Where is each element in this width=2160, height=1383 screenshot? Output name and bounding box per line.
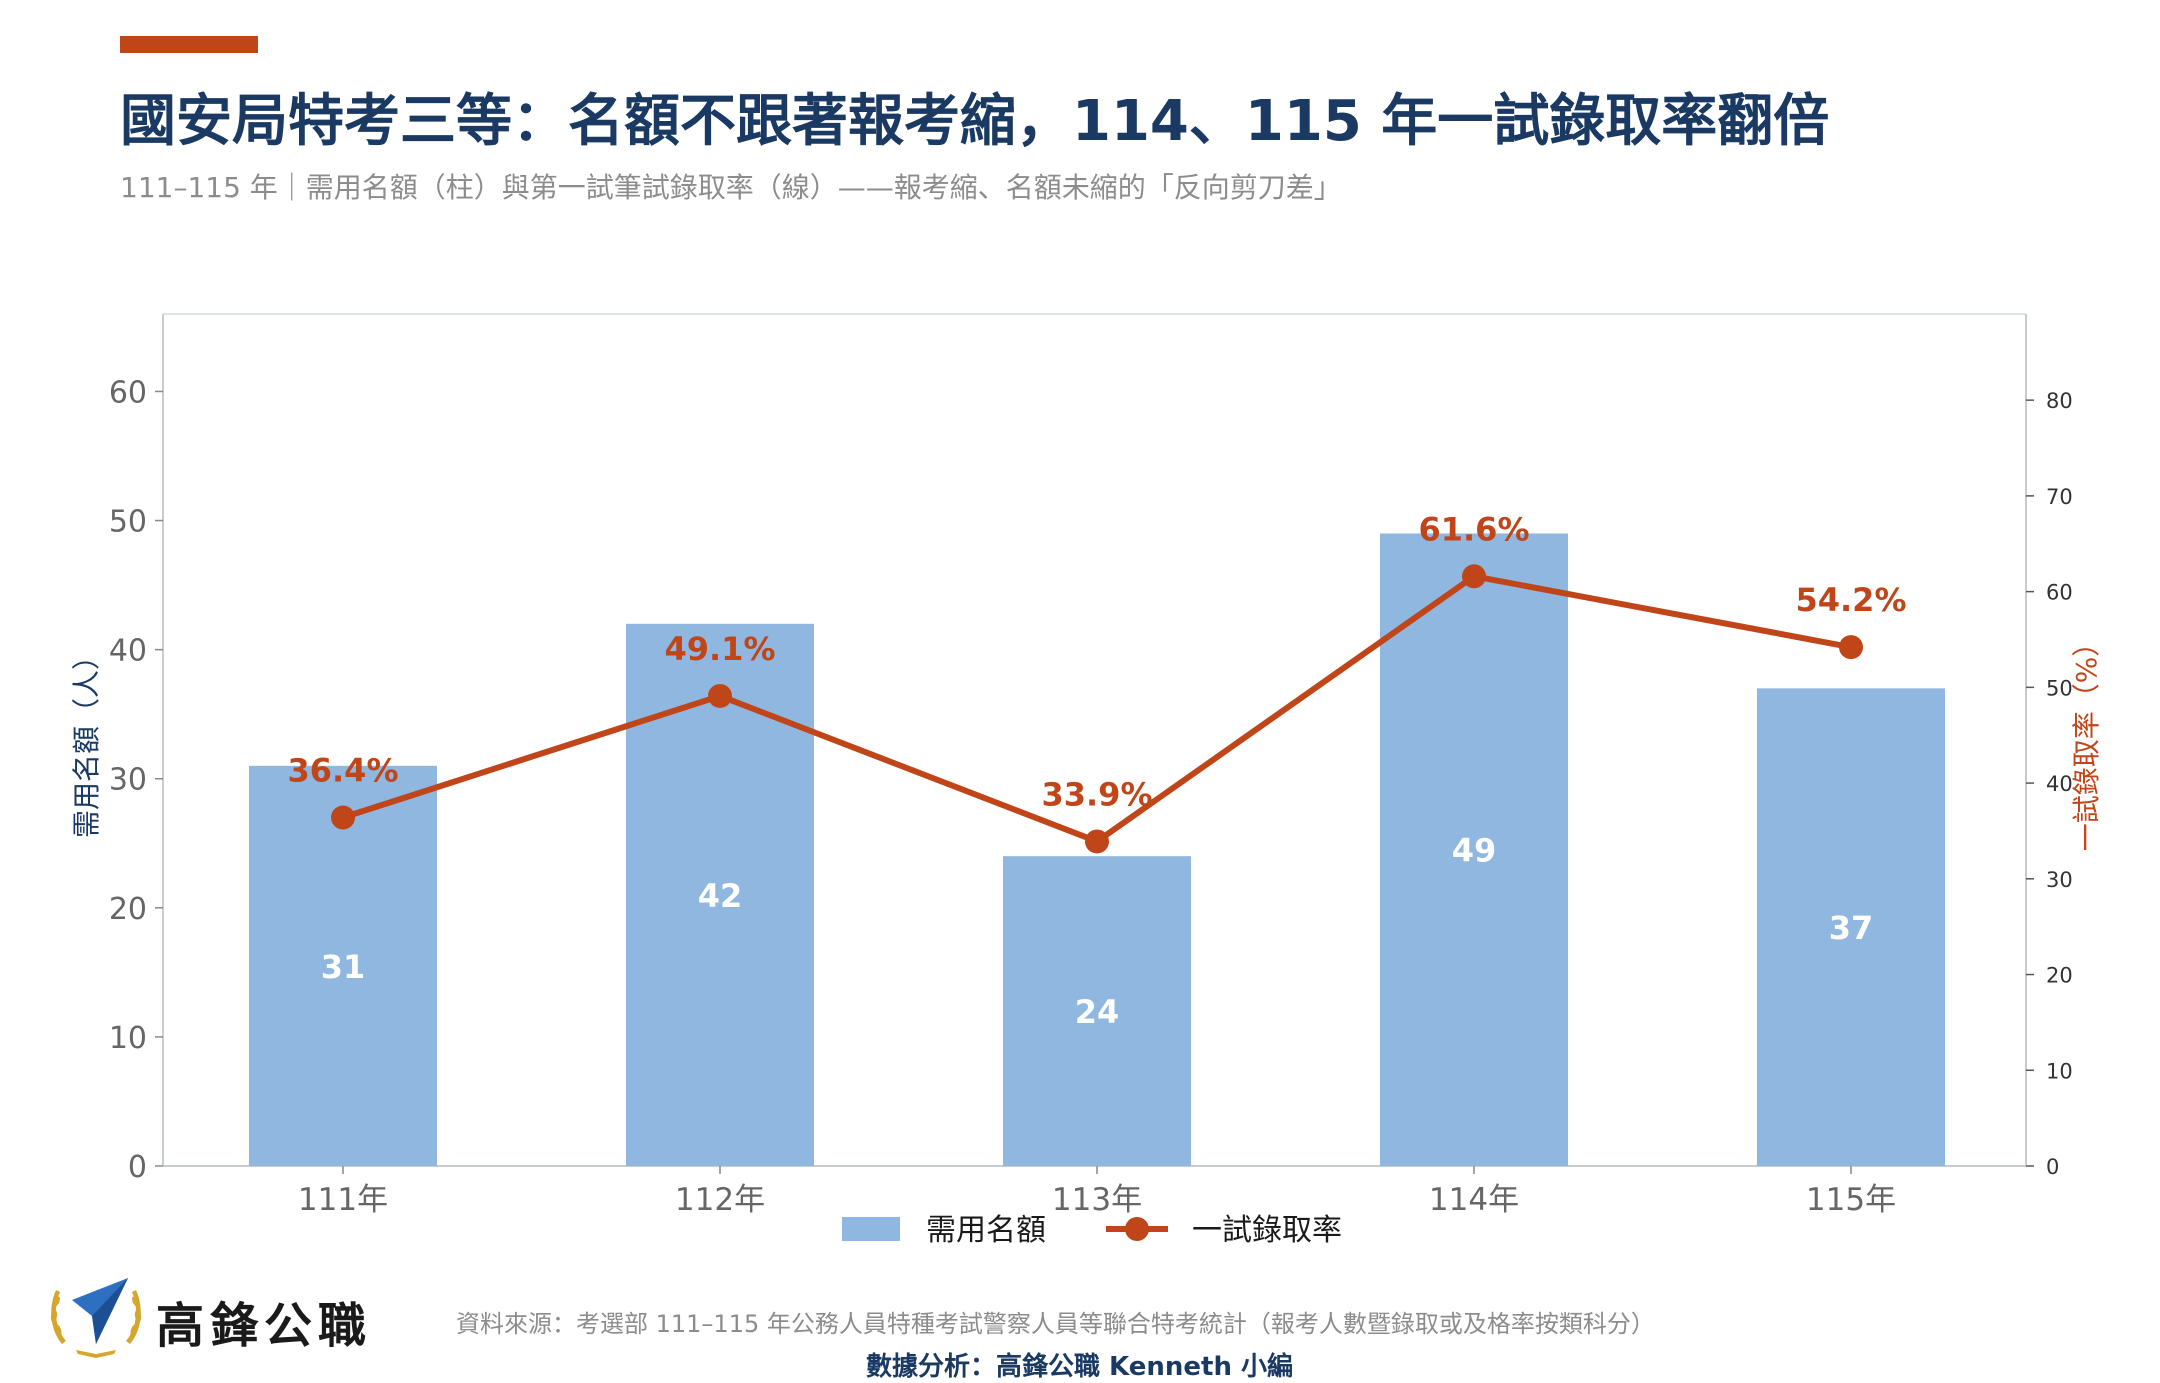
y-tick-label: 20 [109,892,147,927]
y2-tick-label: 20 [2046,964,2073,988]
y-axis-title: 需用名額（人） [70,642,103,838]
y2-tick-label: 40 [2046,772,2073,796]
rate-point [331,805,355,830]
bar-value-label: 24 [1075,993,1120,1031]
rate-point [1085,829,1109,854]
legend-swatch-marker [1125,1217,1149,1241]
brand-logo-icon [46,1266,146,1360]
y-tick-label: 60 [109,375,147,410]
accent-bar [120,36,258,53]
bar-value-label: 49 [1452,832,1497,870]
bar [1380,533,1568,1166]
y2-tick-label: 80 [2046,389,2073,413]
y-tick-label: 10 [109,1021,147,1056]
rate-point [1462,564,1486,589]
legend-label-line: 一試錄取率 [1192,1213,1342,1248]
data-source-note: 資料來源：考選部 111–115 年公務人員特種考試警察人員等聯合特考統計（報考… [456,1310,1655,1338]
bar-value-label: 37 [1829,909,1874,947]
bar [249,765,437,1166]
y-tick-label: 50 [109,505,147,540]
rate-value-label: 49.1% [664,630,775,668]
x-tick-label: 114年 [1429,1182,1519,1218]
y-tick-label: 40 [109,634,147,669]
y2-tick-label: 50 [2046,676,2073,700]
y2-tick-label: 0 [2046,1155,2059,1179]
y2-tick-label: 60 [2046,581,2073,605]
y2-axis-title: 一試錄取率（%） [2070,629,2103,852]
x-tick-label: 111年 [298,1182,388,1218]
chart-subtitle: 111–115 年｜需用名額（柱）與第一試筆試錄取率（線）——報考縮、名額未縮的… [120,171,1342,204]
rate-value-label: 36.4% [287,752,398,790]
legend-label-bar: 需用名額 [926,1213,1046,1248]
rate-point [708,683,732,708]
bar-value-label: 31 [321,948,366,986]
x-tick-label: 112年 [675,1182,765,1218]
rate-value-label: 54.2% [1795,581,1906,619]
rate-value-label: 61.6% [1418,510,1529,548]
analysis-credit: 數據分析：高鋒公職 Kenneth 小編 [866,1352,1294,1382]
chart-title: 國安局特考三等：名額不跟著報考縮，114、115 年一試錄取率翻倍 [120,89,1830,154]
rate-value-label: 33.9% [1041,775,1152,813]
bar [1003,856,1191,1166]
rate-point [1839,635,1863,660]
legend-swatch-bar [842,1217,900,1241]
x-tick-label: 115年 [1806,1182,1896,1218]
bar-value-label: 42 [698,877,743,915]
x-tick-label: 113年 [1052,1182,1142,1218]
brand-name: 高鋒公職 [156,1298,373,1354]
y-tick-label: 30 [109,763,147,798]
bar [1757,688,1945,1166]
y2-tick-label: 30 [2046,868,2073,892]
y2-tick-label: 10 [2046,1059,2073,1083]
y2-tick-label: 70 [2046,485,2073,509]
y-tick-label: 0 [128,1150,147,1185]
